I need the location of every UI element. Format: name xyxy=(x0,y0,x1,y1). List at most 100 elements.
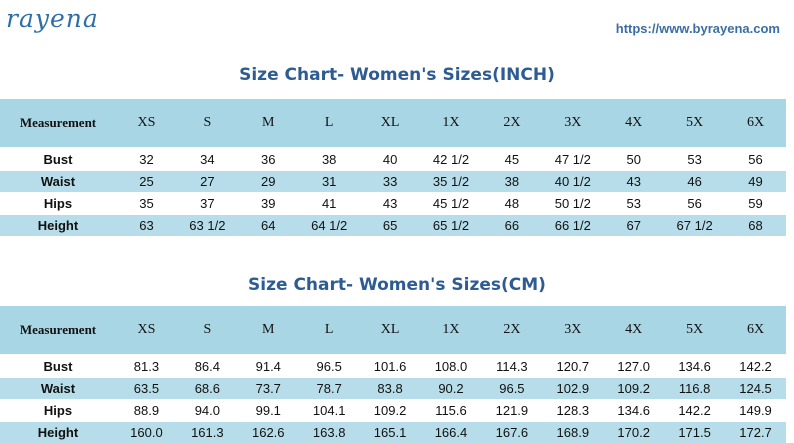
table-cell: 99.1 xyxy=(238,400,299,422)
table-cell: 78.7 xyxy=(299,378,360,400)
table-cell: 66 1/2 xyxy=(542,215,603,237)
table-cell: 172.7 xyxy=(725,422,786,443)
table-cell: 163.8 xyxy=(299,422,360,443)
table-cell: 94.0 xyxy=(177,400,238,422)
table-cell: 128.3 xyxy=(542,400,603,422)
size-header: S xyxy=(177,306,238,355)
row-label: Waist xyxy=(0,378,116,400)
table-cell: 50 1/2 xyxy=(542,193,603,215)
table-cell: 81.3 xyxy=(116,355,177,378)
row-label: Waist xyxy=(0,171,116,193)
table-cell: 56 xyxy=(664,193,725,215)
size-header: M xyxy=(238,99,299,148)
row-label: Height xyxy=(0,422,116,443)
table-cell: 64 1/2 xyxy=(299,215,360,237)
table-cell: 29 xyxy=(238,171,299,193)
table-cell: 88.9 xyxy=(116,400,177,422)
row-label: Bust xyxy=(0,148,116,171)
table-cell: 127.0 xyxy=(603,355,664,378)
table-cell: 43 xyxy=(360,193,421,215)
size-header: 2X xyxy=(481,99,542,148)
table-cell: 161.3 xyxy=(177,422,238,443)
size-header: XS xyxy=(116,99,177,148)
table-cell: 40 xyxy=(360,148,421,171)
table-cell: 59 xyxy=(725,193,786,215)
table-cell: 108.0 xyxy=(421,355,482,378)
size-header: 1X xyxy=(421,306,482,355)
measurement-header: Measurement xyxy=(0,306,116,355)
table-cell: 35 1/2 xyxy=(421,171,482,193)
table-cell: 53 xyxy=(603,193,664,215)
table-cell: 38 xyxy=(481,171,542,193)
inch-size-table: Measurement XS S M L XL 1X 2X 3X 4X 5X 6… xyxy=(0,99,786,236)
table-cell: 109.2 xyxy=(603,378,664,400)
size-header: XS xyxy=(116,306,177,355)
table-cell: 170.2 xyxy=(603,422,664,443)
table-cell: 34 xyxy=(177,148,238,171)
table-cell: 67 1/2 xyxy=(664,215,725,237)
table-cell: 96.5 xyxy=(481,378,542,400)
table-cell: 45 xyxy=(481,148,542,171)
table-cell: 109.2 xyxy=(360,400,421,422)
table-cell: 121.9 xyxy=(481,400,542,422)
size-header: XL xyxy=(360,99,421,148)
table-cell: 32 xyxy=(116,148,177,171)
table-cell: 66 xyxy=(481,215,542,237)
brand-logo: rayena xyxy=(6,6,99,31)
table-cell: 68 xyxy=(725,215,786,237)
cm-chart-title: Size Chart- Women's Sizes(CM) xyxy=(0,275,794,295)
table-header-row: Measurement XS S M L XL 1X 2X 3X 4X 5X 6… xyxy=(0,306,786,355)
table-cell: 120.7 xyxy=(542,355,603,378)
table-cell: 142.2 xyxy=(664,400,725,422)
table-cell: 47 1/2 xyxy=(542,148,603,171)
size-header: 5X xyxy=(664,306,725,355)
size-header: 6X xyxy=(725,99,786,148)
table-cell: 91.4 xyxy=(238,355,299,378)
table-cell: 27 xyxy=(177,171,238,193)
size-header: XL xyxy=(360,306,421,355)
table-cell: 73.7 xyxy=(238,378,299,400)
table-cell: 68.6 xyxy=(177,378,238,400)
size-header: 6X xyxy=(725,306,786,355)
table-cell: 48 xyxy=(481,193,542,215)
table-cell: 36 xyxy=(238,148,299,171)
website-url[interactable]: https://www.byrayena.com xyxy=(616,21,780,36)
table-cell: 171.5 xyxy=(664,422,725,443)
table-cell: 162.6 xyxy=(238,422,299,443)
table-cell: 31 xyxy=(299,171,360,193)
table-cell: 35 xyxy=(116,193,177,215)
size-header: 5X xyxy=(664,99,725,148)
table-cell: 90.2 xyxy=(421,378,482,400)
table-cell: 124.5 xyxy=(725,378,786,400)
table-cell: 149.9 xyxy=(725,400,786,422)
table-cell: 96.5 xyxy=(299,355,360,378)
table-cell: 50 xyxy=(603,148,664,171)
table-cell: 134.6 xyxy=(664,355,725,378)
table-cell: 166.4 xyxy=(421,422,482,443)
table-cell: 142.2 xyxy=(725,355,786,378)
size-header: L xyxy=(299,99,360,148)
table-cell: 114.3 xyxy=(481,355,542,378)
size-header: 4X xyxy=(603,99,664,148)
table-cell: 168.9 xyxy=(542,422,603,443)
row-label: Bust xyxy=(0,355,116,378)
table-cell: 49 xyxy=(725,171,786,193)
table-cell: 45 1/2 xyxy=(421,193,482,215)
table-cell: 116.8 xyxy=(664,378,725,400)
table-cell: 83.8 xyxy=(360,378,421,400)
table-cell: 65 1/2 xyxy=(421,215,482,237)
table-cell: 102.9 xyxy=(542,378,603,400)
table-cell: 39 xyxy=(238,193,299,215)
size-header: 3X xyxy=(542,99,603,148)
size-header: M xyxy=(238,306,299,355)
table-cell: 134.6 xyxy=(603,400,664,422)
table-cell: 25 xyxy=(116,171,177,193)
table-cell: 65 xyxy=(360,215,421,237)
table-cell: 86.4 xyxy=(177,355,238,378)
